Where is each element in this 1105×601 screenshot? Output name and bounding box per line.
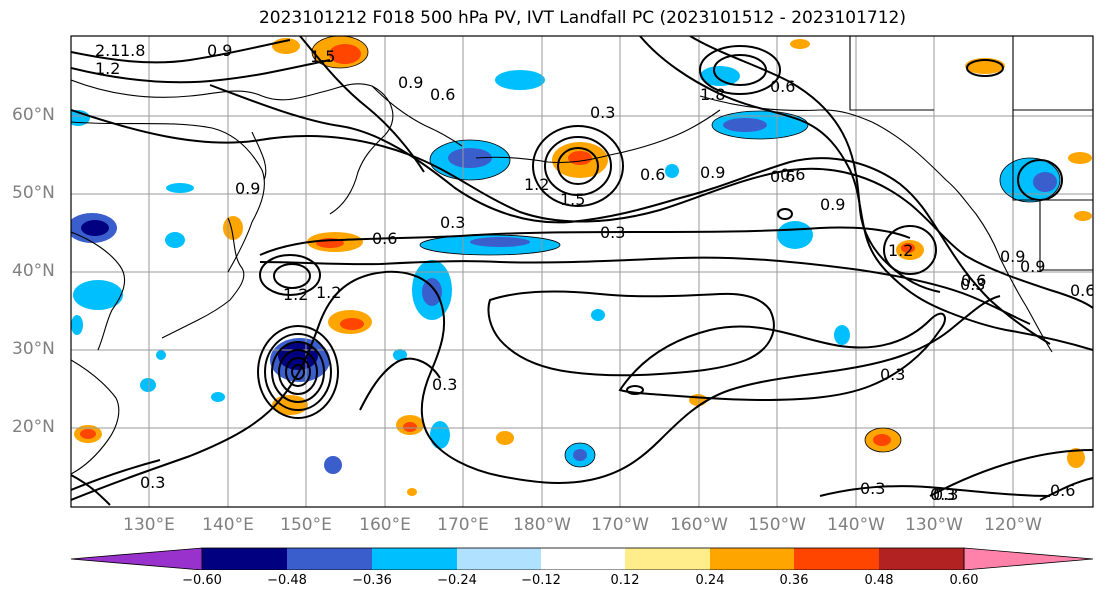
fill-outlines: [311, 36, 1061, 468]
lat-label-20n: 20°N: [12, 417, 55, 437]
map-title: 2023101212 F018 500 hPa PV, IVT Landfall…: [258, 8, 906, 28]
contour-label: 0.6: [780, 165, 805, 184]
contour-label: 0.6: [961, 271, 986, 290]
lon-label-160w: 160°W: [670, 515, 728, 535]
contour-label: 0.9: [207, 41, 232, 60]
contour-label: 1.2: [888, 241, 913, 260]
contour-label: 0.9: [398, 73, 423, 92]
lon-label-140e: 140°E: [202, 515, 254, 535]
colorbar-tick-label: −0.48: [267, 573, 307, 588]
contour-label: 0.6: [770, 77, 795, 96]
contour-label: 0.3: [590, 103, 615, 122]
colorbar-segment: [372, 548, 457, 570]
colorbar-segment: [710, 548, 794, 570]
contour-label: 0.3: [860, 479, 885, 498]
lat-label-60n: 60°N: [12, 105, 55, 125]
contour-label: 0.3: [880, 365, 905, 384]
contour-labels: 0.91.21.51.82.10.90.60.31.8 0.60.9 1.21.50…: [95, 41, 1095, 504]
colorbar-tick-label: 0.60: [949, 573, 979, 588]
colorbar-tick-label: 0.24: [695, 573, 725, 588]
contour-label: 1.5: [310, 47, 335, 66]
colorbar-tick-label: −0.60: [182, 573, 222, 588]
lon-label-130e: 130°E: [123, 515, 175, 535]
map-panel: 0.91.21.51.82.10.90.60.31.8 0.60.9 1.21.50…: [70, 35, 1095, 508]
contour-label: 0.3: [140, 473, 165, 492]
lon-label-170e: 170°E: [437, 515, 489, 535]
contour-label: 1.2: [316, 283, 341, 302]
contour-label: 0.6: [1050, 481, 1075, 500]
contour-label: 1.2: [283, 285, 308, 304]
lon-label-120w: 120°W: [984, 515, 1042, 535]
colorbar-tick-label: 0.12: [610, 573, 640, 588]
lon-label-150w: 150°W: [748, 515, 806, 535]
contour-label: 0.3: [432, 375, 457, 394]
lon-label-180w: 180°W: [513, 515, 571, 535]
contour-label: 0.3: [933, 485, 958, 504]
contour-label: 0.6: [372, 229, 397, 248]
contour-label: 0.9: [235, 179, 260, 198]
contour-label: 0.3: [960, 275, 985, 294]
contour-label: 0.9: [1020, 257, 1045, 276]
contour-label: 0.6: [640, 165, 665, 184]
lat-label-40n: 40°N: [12, 261, 55, 281]
contour-label: 0.6: [1070, 281, 1095, 300]
colorbar-segment: [287, 548, 372, 570]
contour-label: 1.2: [95, 59, 120, 78]
colorbar-tick-label: −0.12: [521, 573, 561, 588]
colorbar-tick-label: 0.48: [864, 573, 894, 588]
lon-label-160e: 160°E: [359, 515, 411, 535]
colorbar: [70, 547, 1094, 570]
contour-label: 0.6: [770, 167, 795, 186]
colorbar-tick-label: −0.36: [352, 573, 392, 588]
contour-label: 0.6: [430, 85, 455, 104]
colorbar-segment: [625, 548, 710, 570]
lat-label-30n: 30°N: [12, 339, 55, 359]
contour-label: 1.8: [120, 41, 145, 60]
contour-label: 1.2: [524, 175, 549, 194]
contour-label: 2.1: [95, 41, 120, 60]
contour-label: 0.3: [440, 213, 465, 232]
contour-label: 0.3: [600, 223, 625, 242]
closed-contours: [257, 45, 1063, 419]
colorbar-segment: [457, 548, 541, 570]
colorbar-segment-min: [70, 547, 203, 570]
lat-label-50n: 50°N: [12, 183, 55, 203]
coastlines: [71, 36, 1093, 475]
contour-label: 0.9: [1000, 247, 1025, 266]
contour-label: 0.3: [930, 485, 955, 504]
colorbar-segment-max: [963, 547, 1094, 570]
colorbar-segment: [202, 548, 287, 570]
colorbar-tick-label: 0.36: [779, 573, 809, 588]
colorbar-segment: [541, 548, 625, 570]
colorbar-tick-label: −0.24: [437, 573, 477, 588]
colorbar-segment: [879, 548, 964, 570]
lon-label-130w: 130°W: [905, 515, 963, 535]
contour-label: 1.8: [700, 85, 725, 104]
lon-label-140w: 140°W: [827, 515, 885, 535]
colorbar-segment: [794, 548, 879, 570]
contour-label: 0.9: [820, 195, 845, 214]
contour-label: 1.5: [560, 190, 585, 209]
contour-label: 0.9: [700, 163, 725, 182]
lon-label-170w: 170°W: [591, 515, 649, 535]
lon-label-150e: 150°E: [280, 515, 332, 535]
